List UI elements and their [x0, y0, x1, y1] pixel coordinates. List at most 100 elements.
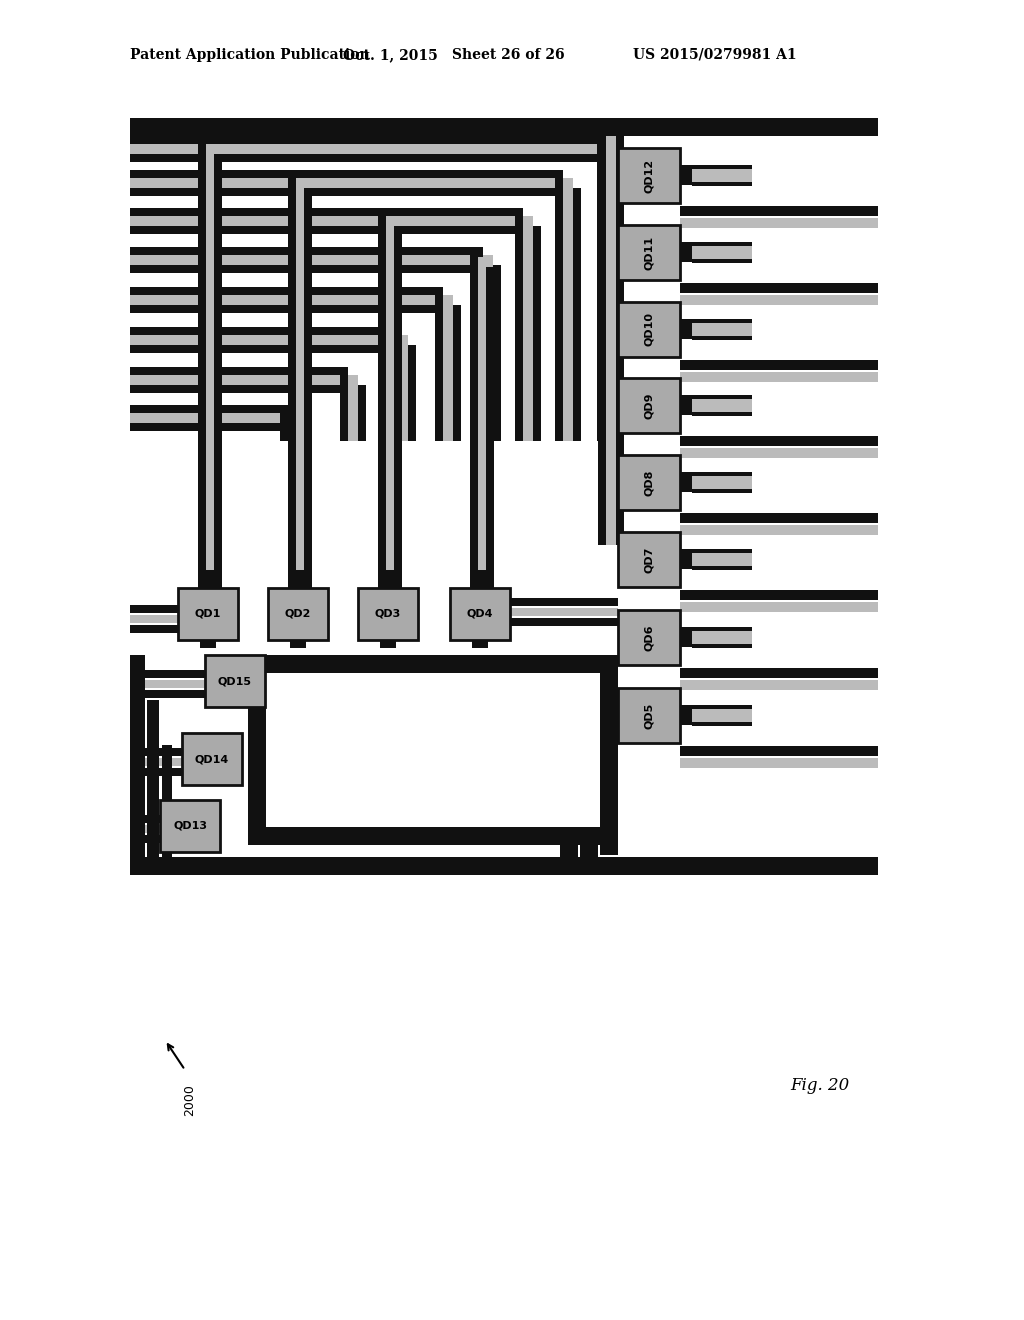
Bar: [130, 385, 340, 393]
Bar: [130, 814, 160, 822]
Bar: [440, 655, 600, 665]
Bar: [460, 700, 580, 710]
Bar: [478, 257, 486, 587]
Bar: [680, 360, 878, 370]
Bar: [680, 282, 878, 293]
Bar: [453, 305, 461, 441]
Bar: [394, 228, 402, 587]
Bar: [160, 800, 220, 851]
Bar: [680, 165, 692, 185]
Text: QD12: QD12: [644, 158, 654, 193]
Bar: [130, 405, 280, 413]
Bar: [680, 680, 878, 690]
Bar: [680, 294, 878, 305]
Bar: [288, 413, 298, 441]
Bar: [555, 170, 563, 441]
Bar: [480, 756, 560, 766]
Bar: [130, 836, 160, 843]
Bar: [130, 367, 340, 375]
Bar: [692, 399, 752, 412]
Bar: [214, 156, 222, 587]
Bar: [510, 618, 618, 626]
Text: QD11: QD11: [644, 235, 654, 269]
Bar: [378, 209, 386, 587]
Bar: [200, 640, 216, 648]
Bar: [486, 267, 494, 587]
Bar: [248, 655, 618, 673]
Bar: [480, 744, 560, 755]
Bar: [692, 549, 752, 553]
Bar: [408, 345, 416, 441]
Bar: [692, 722, 752, 726]
Bar: [358, 385, 366, 441]
Bar: [580, 700, 598, 865]
Bar: [200, 570, 216, 587]
Bar: [280, 405, 288, 441]
Bar: [130, 671, 205, 678]
Bar: [298, 422, 306, 441]
Bar: [130, 413, 280, 422]
Bar: [615, 154, 623, 441]
Bar: [182, 733, 242, 785]
Bar: [680, 627, 692, 647]
Bar: [130, 144, 597, 154]
Bar: [130, 209, 515, 216]
Bar: [147, 700, 159, 875]
Bar: [130, 345, 390, 352]
Bar: [290, 570, 306, 587]
Bar: [130, 758, 182, 766]
Bar: [618, 148, 680, 203]
Bar: [692, 412, 752, 416]
Bar: [680, 218, 878, 228]
Bar: [130, 136, 597, 144]
Bar: [680, 473, 692, 492]
Bar: [205, 655, 265, 708]
Bar: [380, 640, 396, 648]
Text: Oct. 1, 2015: Oct. 1, 2015: [343, 48, 437, 62]
Bar: [130, 265, 475, 273]
Bar: [470, 247, 478, 587]
Text: 2000: 2000: [183, 1084, 197, 1115]
Text: Patent Application Publication: Patent Application Publication: [130, 48, 370, 62]
Bar: [130, 422, 280, 432]
Bar: [563, 178, 573, 441]
Bar: [600, 655, 618, 845]
Bar: [130, 294, 435, 305]
Bar: [130, 117, 878, 136]
Bar: [573, 187, 581, 441]
Text: QD15: QD15: [218, 676, 252, 686]
Bar: [618, 302, 680, 356]
Bar: [692, 242, 752, 246]
Bar: [130, 187, 555, 195]
Bar: [597, 136, 605, 441]
Bar: [475, 247, 483, 441]
Bar: [618, 532, 680, 587]
Bar: [618, 378, 680, 433]
Bar: [130, 255, 475, 265]
Bar: [460, 711, 580, 719]
Bar: [162, 744, 172, 875]
Bar: [692, 322, 752, 337]
Bar: [600, 655, 618, 855]
Bar: [616, 136, 624, 545]
Bar: [390, 327, 398, 441]
Bar: [348, 375, 358, 441]
Bar: [296, 180, 304, 587]
Bar: [618, 610, 680, 665]
Bar: [206, 147, 214, 587]
Text: QD6: QD6: [644, 624, 654, 651]
Bar: [534, 226, 541, 441]
Text: US 2015/0279981 A1: US 2015/0279981 A1: [633, 48, 797, 62]
Bar: [692, 488, 752, 492]
Bar: [440, 677, 600, 685]
Bar: [692, 395, 752, 399]
Bar: [130, 375, 340, 385]
Bar: [130, 605, 178, 612]
Bar: [380, 570, 396, 587]
Bar: [680, 590, 878, 601]
Bar: [680, 447, 878, 458]
Bar: [680, 242, 692, 261]
Text: QD3: QD3: [375, 609, 401, 619]
Bar: [692, 644, 752, 648]
Bar: [692, 708, 752, 722]
